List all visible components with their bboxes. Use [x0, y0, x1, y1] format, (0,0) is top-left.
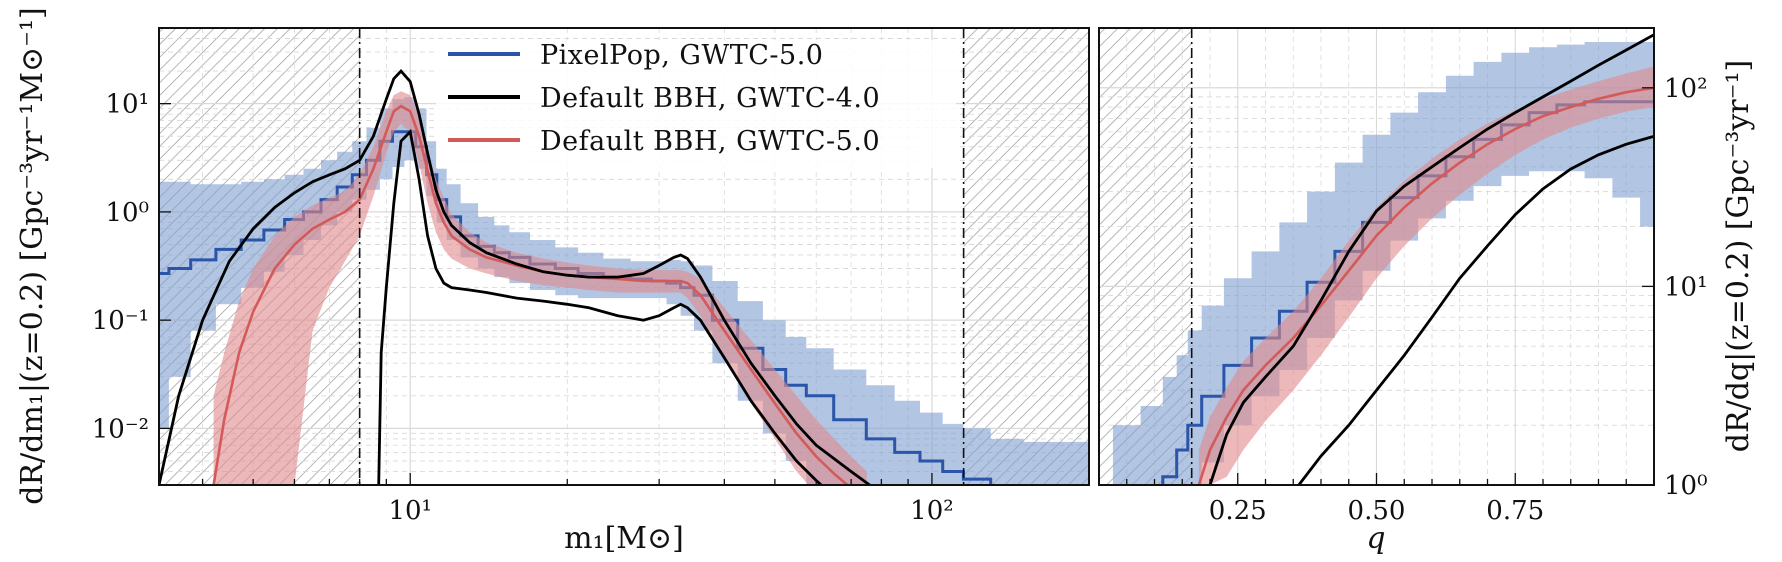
- boundary-lines-m1: [358, 28, 965, 485]
- y-axis-title-q: dR/dq|(z=0.2) [Gpc⁻³yr⁻¹]: [1721, 60, 1756, 452]
- x-axis-title-m1: m₁[M⊙]: [564, 521, 684, 556]
- q-series-2-band: [1198, 66, 1654, 485]
- m1-series-1-lower-line: [377, 128, 824, 485]
- plot-area-m1: [159, 69, 1089, 485]
- m1-series-2-band: [213, 91, 867, 485]
- q-x-tick-label-1: 0.50: [1348, 496, 1406, 526]
- x-axis-title-q: q: [1366, 521, 1385, 556]
- panel-primary-mass: 10¹ 10⁰ 10⁻¹ 10⁻² 10¹ 10² m₁[M⊙] dR/dm₁|(z=0.…: [15, 7, 1090, 556]
- q-x-tick-label-0: 0.25: [1209, 496, 1267, 526]
- m1-x-tick-label-1: 10²: [910, 496, 954, 526]
- q-y-tick-label-2: 10⁰: [1664, 471, 1708, 501]
- m1-excluded-region-1: [963, 28, 1089, 485]
- ticks-m1: 10¹ 10⁰ 10⁻¹ 10⁻² 10¹ 10²: [92, 90, 1090, 526]
- legend-label-1: Default BBH, GWTC-4.0: [540, 83, 880, 114]
- legend-label-0: PixelPop, GWTC-5.0: [540, 40, 823, 71]
- m1-x-tick-label-0: 10¹: [388, 496, 432, 526]
- legend-background: [436, 40, 956, 168]
- legend-label-2: Default BBH, GWTC-5.0: [540, 126, 880, 157]
- plot-area-q: [1112, 33, 1654, 485]
- ticks-q: 10² 10¹ 10⁰ 0.25 0.50 0.75: [1126, 74, 1708, 526]
- q-x-tick-label-2: 0.75: [1486, 496, 1544, 526]
- m1-y-tick-label-0: 10¹: [105, 90, 149, 120]
- q-series-1-lower-line: [1297, 134, 1654, 485]
- axes-frame-m1: [158, 27, 1090, 486]
- q-series-1-upper-line: [1208, 33, 1654, 485]
- m1-series-1-upper-line: [159, 69, 872, 485]
- m1-series-2-median: [212, 104, 850, 485]
- m1-y-tick-label-2: 10⁻¹: [92, 306, 149, 336]
- q-series-2-median: [1197, 86, 1654, 485]
- q-y-tick-label-1: 10¹: [1664, 272, 1708, 302]
- m1-y-tick-label-3: 10⁻²: [92, 414, 149, 444]
- legend: PixelPop, GWTC-5.0 Default BBH, GWTC-4.0 D…: [436, 40, 956, 168]
- panel-mass-ratio: 10² 10¹ 10⁰ 0.25 0.50 0.75 q dR/dq|(z=0.2) [G…: [1098, 27, 1756, 556]
- y-axis-title-m1: dR/dm₁|(z=0.2) [Gpc⁻³yr⁻¹M⊙⁻¹]: [15, 7, 50, 504]
- m1-y-tick-label-1: 10⁰: [105, 198, 149, 228]
- q-y-tick-label-0: 10²: [1664, 74, 1708, 104]
